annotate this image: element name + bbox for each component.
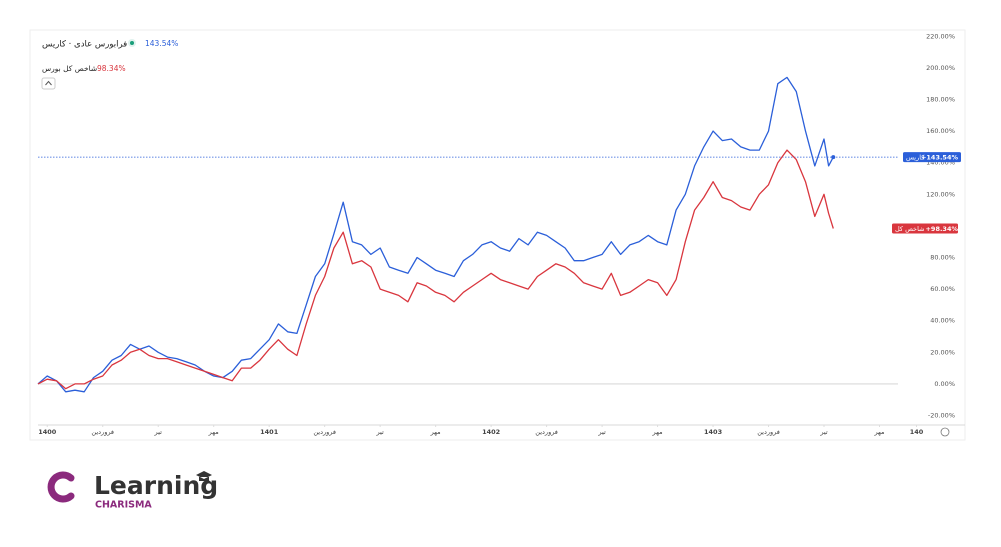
badge-name: شاخص کل [895, 225, 925, 233]
x-tick-label: مهر [208, 428, 219, 436]
x-tick-label: تیر [597, 428, 606, 436]
y-tick-label: 200.00% [926, 64, 955, 72]
x-tick-label: تیر [375, 428, 384, 436]
badge-value: +143.54% [921, 154, 959, 162]
legend-label: فرابورس عادی · کاریس [42, 40, 127, 50]
x-tick-label: فروردین [535, 428, 558, 436]
badge-name: کاریس [906, 154, 925, 162]
y-tick-label: 80.00% [930, 254, 955, 262]
y-tick-label: 140.00% [926, 159, 955, 167]
logo-word: Learning [94, 471, 218, 500]
badge-value: +98.34% [925, 225, 958, 233]
collapse-icon [45, 80, 52, 86]
plot-area [37, 76, 898, 393]
settings-icon[interactable] [940, 427, 950, 437]
y-tick-label: 220.00% [926, 32, 955, 40]
y-tick-label: 20.00% [930, 348, 955, 356]
x-tick-label: مهر [652, 428, 663, 436]
status-dot [130, 41, 134, 45]
series-line [37, 76, 834, 393]
legend-label: شاخص کل بورس [42, 64, 97, 73]
logo-mark [47, 471, 75, 503]
collapse-button[interactable] [41, 77, 56, 90]
logo-cap [196, 471, 212, 481]
x-tick-label: فروردین [313, 428, 336, 436]
y-tick-label: -20.00% [928, 412, 955, 420]
x-tick-label: 1402 [482, 428, 500, 436]
legend-value: 143.54% [145, 39, 178, 48]
y-tick-label: 60.00% [930, 285, 955, 293]
x-tick-label: مهر [430, 428, 441, 436]
x-tick-label: 140 [910, 428, 924, 436]
x-tick-label: تیر [154, 428, 163, 436]
x-tick-label: فروردین [757, 428, 780, 436]
x-tick-label: مهر [873, 428, 884, 436]
y-tick-label: 0.00% [934, 380, 955, 388]
x-tick-label: 1400 [38, 428, 57, 436]
y-tick-label: 120.00% [926, 190, 955, 198]
y-tick-label: 160.00% [926, 127, 955, 135]
price-badge [892, 223, 958, 234]
logo-brand: CHARISMA [95, 500, 152, 511]
x-tick-label: تیر [819, 428, 828, 436]
x-tick-label: فروردین [91, 428, 114, 436]
last-point [831, 155, 836, 160]
x-tick-label: 1403 [704, 428, 722, 436]
price-badge [903, 152, 961, 163]
y-tick-label: 40.00% [930, 317, 955, 325]
y-tick-label: 180.00% [926, 96, 955, 104]
chart-frame [29, 29, 966, 441]
series-line [37, 149, 834, 390]
x-tick-label: 1401 [260, 428, 279, 436]
legend-value: 98.34% [97, 64, 126, 73]
